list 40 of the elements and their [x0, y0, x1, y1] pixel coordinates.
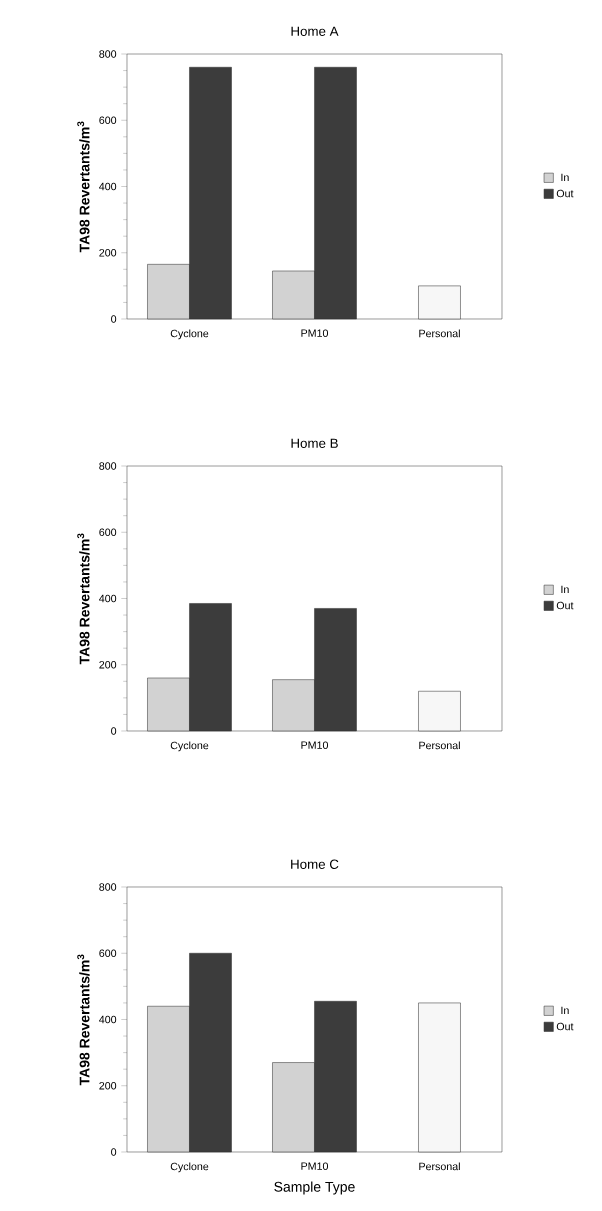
- y-tick-label: 0: [111, 315, 117, 323]
- legend-label: In: [561, 585, 569, 594]
- bar: [418, 1002, 461, 1153]
- x-tick-label: Personal: [419, 329, 460, 338]
- chart-title: Home A: [291, 26, 339, 36]
- x-tick-label: Cyclone: [170, 1162, 209, 1173]
- y-tick-label: 600: [99, 116, 117, 125]
- y-tick-label: 400: [99, 1015, 117, 1024]
- y-axis-title: TA98 Revertants/m$^{3}$: [77, 954, 90, 1086]
- x-tick-label: Cyclone: [170, 741, 209, 752]
- x-tick-label: Cyclone: [170, 329, 209, 340]
- bar: [418, 690, 461, 732]
- y-tick-label: 600: [99, 528, 117, 537]
- x-tick-label: PM10: [301, 329, 329, 337]
- y-tick-label: 0: [111, 727, 117, 735]
- y-tick-label: 200: [99, 660, 117, 669]
- x-tick-label: Personal: [419, 1162, 460, 1171]
- y-axis-title: TA98 Revertants/m$^{3}$: [77, 121, 90, 253]
- y-tick-label: 200: [99, 248, 117, 257]
- y-tick-label: 600: [99, 949, 117, 958]
- x-tick-label: Personal: [419, 741, 460, 750]
- y-tick-label: 800: [99, 50, 117, 58]
- legend-label: Out: [556, 1022, 574, 1031]
- legend-label: In: [561, 173, 569, 182]
- y-tick-label: 400: [99, 182, 117, 191]
- chart-title: Home C: [291, 859, 339, 869]
- x-tick-label: PM10: [301, 741, 329, 749]
- y-axis-title: TA98 Revertants/m$^{3}$: [77, 533, 90, 665]
- x-tick-label: PM10: [301, 1162, 329, 1170]
- y-tick-label: 800: [99, 883, 117, 891]
- legend-label: Out: [556, 601, 574, 610]
- y-tick-label: 200: [99, 1081, 117, 1090]
- legend-label: Out: [556, 189, 574, 198]
- legend-label: In: [561, 1006, 569, 1015]
- y-tick-label: 800: [99, 462, 117, 470]
- y-tick-label: 400: [99, 594, 117, 603]
- chart-title: Home B: [291, 438, 338, 448]
- y-tick-label: 0: [111, 1148, 117, 1156]
- x-axis-title: Sample Type: [274, 1181, 355, 1195]
- bar: [418, 285, 461, 320]
